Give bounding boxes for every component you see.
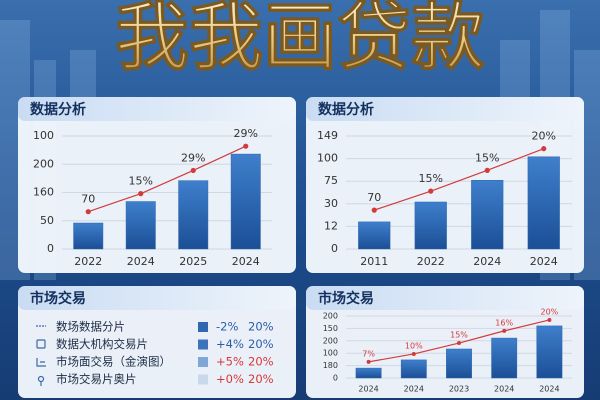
- row-share: 20%: [248, 337, 274, 351]
- x-tick-label: 2024: [232, 255, 260, 268]
- bar: [178, 180, 209, 250]
- point-label: 15%: [475, 151, 499, 164]
- bar: [400, 359, 427, 379]
- trend-point: [243, 143, 249, 149]
- point-label: 15%: [450, 331, 468, 340]
- row-change: -2%: [216, 320, 238, 334]
- trend-point: [411, 351, 416, 356]
- trend-point: [484, 167, 490, 173]
- x-tick-label: 2024: [539, 385, 559, 394]
- y-tick-label: 0: [333, 374, 338, 383]
- point-label: 16%: [495, 318, 513, 327]
- point-label: 29%: [181, 151, 205, 164]
- trend-line: [88, 145, 247, 213]
- point-label: 70: [367, 191, 381, 204]
- panel-title: 市场交易: [318, 290, 374, 307]
- x-tick-label: 2024: [494, 385, 514, 394]
- y-tick-label: 160: [33, 186, 54, 199]
- point-label: 10%: [405, 341, 423, 350]
- point-label: 20%: [532, 130, 556, 143]
- point-label: 7%: [362, 349, 375, 358]
- x-tick-label: 2022: [417, 255, 445, 268]
- row-share: 20%: [248, 372, 274, 386]
- y-tick-label: 12: [324, 219, 338, 232]
- row-label: 数据大机构交易片: [56, 337, 148, 351]
- x-tick-label: 2023: [449, 385, 469, 394]
- trend-point: [502, 328, 507, 333]
- y-tick-label: 0: [331, 242, 338, 255]
- x-tick-label: 2011: [360, 255, 388, 268]
- y-tick-label: 100: [317, 152, 338, 165]
- row-swatch: [198, 374, 208, 385]
- panel: [18, 286, 296, 398]
- row-label: 数场数据分片: [56, 320, 125, 334]
- list-icons: [36, 325, 46, 386]
- row-share: 20%: [248, 320, 274, 334]
- row-swatch: [198, 357, 208, 367]
- point-label: 20%: [541, 307, 559, 316]
- panel-title: 数据分析: [30, 101, 86, 118]
- y-tick-label: 200: [323, 312, 338, 321]
- bar: [73, 222, 104, 250]
- trend-point: [428, 188, 434, 194]
- y-tick-label: 0: [47, 242, 54, 255]
- trend-point: [547, 317, 552, 322]
- bar: [358, 221, 391, 250]
- x-tick-label: 2024: [530, 255, 558, 268]
- bar: [230, 153, 261, 250]
- trend-point: [138, 191, 144, 197]
- bar: [446, 348, 472, 379]
- row-change: +4%: [216, 337, 244, 351]
- trend-point: [190, 167, 196, 174]
- point-label: 15%: [419, 172, 443, 185]
- row-label: 市场面交易（金演图）: [56, 355, 171, 369]
- bar: [527, 156, 560, 250]
- panel-title: 市场交易: [30, 290, 86, 307]
- bar: [536, 325, 563, 379]
- row-swatch: [198, 339, 208, 350]
- row-change: +5%: [216, 355, 244, 369]
- row-label: 市场交易片奥片: [56, 372, 137, 386]
- bar: [414, 201, 447, 250]
- trend-line: [374, 148, 544, 211]
- y-tick-label: 200: [323, 336, 338, 345]
- row-share: 20%: [248, 355, 274, 369]
- point-label: 15%: [129, 175, 153, 188]
- point-label: 29%: [234, 127, 258, 140]
- y-tick-label: 50: [40, 214, 54, 227]
- y-tick-label: 75: [324, 174, 338, 187]
- bar: [491, 337, 518, 379]
- row-change: +0%: [216, 372, 244, 386]
- x-tick-label: 2024: [358, 385, 378, 394]
- point-label: 70: [81, 193, 95, 206]
- x-tick-label: 2024: [127, 255, 155, 268]
- trend-point: [85, 209, 91, 215]
- trend-point: [366, 359, 371, 364]
- y-tick-label: 150: [323, 324, 338, 333]
- y-tick-label: 100: [33, 129, 54, 142]
- x-tick-label: 2025: [179, 255, 207, 268]
- x-tick-label: 2024: [404, 385, 424, 394]
- panel-title: 数据分析: [318, 101, 374, 118]
- trend-point: [457, 341, 461, 346]
- x-tick-label: 2022: [74, 255, 102, 268]
- row-swatch: [198, 322, 208, 332]
- main-title: 我我画贷款: [115, 0, 485, 81]
- y-tick-label: 30: [324, 197, 338, 210]
- y-tick-label: 100: [323, 349, 338, 358]
- trend-point: [371, 207, 377, 213]
- y-tick-label: 200: [33, 157, 54, 170]
- y-tick-label: 180: [323, 361, 338, 370]
- trend-point: [541, 146, 547, 152]
- x-tick-label: 2024: [473, 255, 501, 268]
- bar: [355, 367, 382, 379]
- bar: [471, 180, 504, 250]
- y-tick-label: 149: [317, 129, 338, 142]
- bar: [125, 201, 156, 250]
